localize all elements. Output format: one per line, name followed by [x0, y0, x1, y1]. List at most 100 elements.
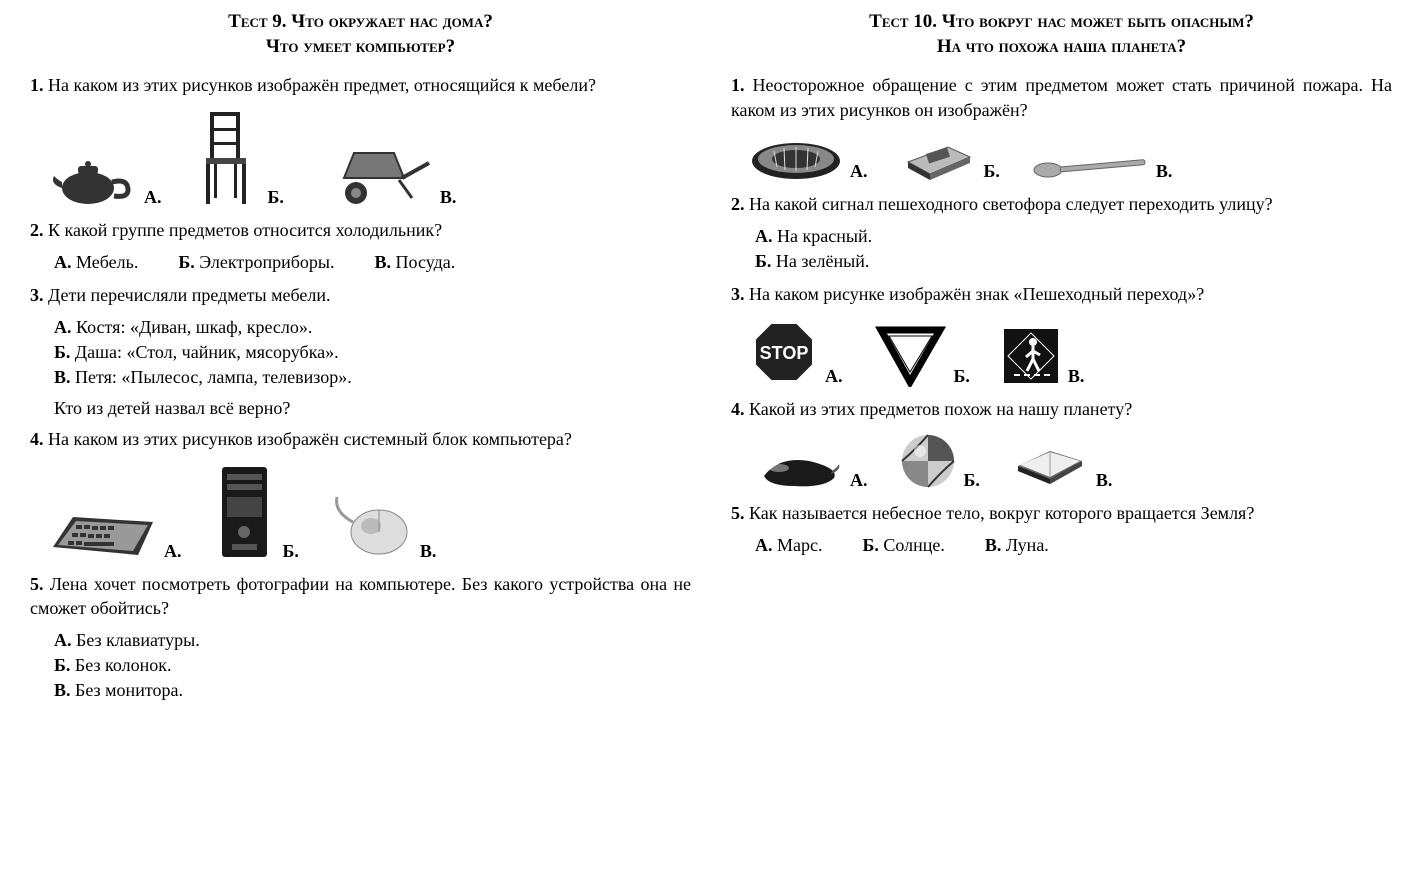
test10-title: Тест 10. Что вокруг нас может быть опасн… [731, 10, 1392, 59]
matchbox-icon [898, 132, 978, 182]
q2-options: А. Мебель. Б. Электроприборы. В. Посуда. [54, 252, 691, 273]
q4-options: А. Б. [749, 431, 1392, 491]
opt-b: Б. Даша: «Стол, чайник, мясорубка». [54, 342, 691, 363]
opt-b: Б. Электроприборы. [178, 252, 334, 273]
q-num: 3. [30, 285, 44, 305]
q5-options: А. Марс. Б. Солнце. В. Луна. [755, 535, 1392, 556]
opt-b: Б. Солнце. [862, 535, 944, 556]
opt-c: В. Посуда. [375, 252, 456, 273]
opt-c: В. Петя: «Пылесос, лампа, телевизор». [54, 367, 691, 388]
q-text: На каком из этих рисунков изображён пред… [48, 75, 596, 95]
yield-sign-icon [873, 322, 948, 387]
q-num: 2. [731, 194, 745, 214]
opt-c: В. [1030, 152, 1173, 182]
q3: 3. Дети перечисляли предметы мебели. [30, 283, 691, 307]
opt-a: А. На красный. [755, 226, 1392, 247]
wheelbarrow-icon [314, 138, 434, 208]
q-num: 4. [731, 399, 745, 419]
opt-letter: В. [1068, 366, 1085, 387]
opt-c: В. [329, 492, 437, 562]
q3: 3. На каком рисунке изображён знак «Пеше… [731, 282, 1392, 306]
opt-a: А. [749, 446, 868, 491]
q4: 4. Какой из этих предметов похож на нашу… [731, 397, 1392, 421]
opt-b: Б. [898, 431, 980, 491]
q1: 1. Неосторожное обращение с этим предмет… [731, 73, 1392, 122]
keyboard-icon [48, 507, 158, 562]
right-column: Тест 10. Что вокруг нас может быть опасн… [731, 10, 1392, 866]
title-line2: Что умеет компьютер? [30, 35, 691, 60]
pedestrian-sign-icon [1000, 325, 1062, 387]
q5: 5. Лена хочет посмотреть фотографии на к… [30, 572, 691, 621]
pc-tower-icon [212, 462, 277, 562]
q-num: 1. [731, 75, 745, 95]
q-num: 2. [30, 220, 44, 240]
opt-c: В. Луна. [985, 535, 1049, 556]
ball-icon [898, 431, 958, 491]
spoon-icon [1030, 152, 1150, 182]
opt-a: А. [749, 137, 868, 182]
q-num: 4. [30, 429, 44, 449]
q5-options: А. Без клавиатуры. Б. Без колонок. В. Бе… [54, 630, 691, 701]
q-text: Какой из этих предметов похож на нашу пл… [749, 399, 1132, 419]
svg-text:STOP: STOP [760, 343, 809, 363]
opt-letter: Б. [268, 187, 284, 208]
test9-title: Тест 9. Что окружает нас дома? Что умеет… [30, 10, 691, 59]
opt-b: Б. [873, 322, 970, 387]
opt-b: Б. [898, 132, 1000, 182]
q3-options: STOP А. Б. [749, 317, 1392, 387]
q1-options: А. Б. В. [749, 132, 1392, 182]
q2: 2. На какой сигнал пешеходного светофора… [731, 192, 1392, 216]
q5: 5. Как называется небесное тело, вокруг … [731, 501, 1392, 525]
q2: 2. К какой группе предметов относится хо… [30, 218, 691, 242]
opt-a: А. Без клавиатуры. [54, 630, 691, 651]
q3-tail: Кто из детей назвал всё верно? [54, 398, 691, 419]
q-text: На какой сигнал пешеходного светофора сл… [749, 194, 1273, 214]
opt-c: В. [1010, 436, 1113, 491]
eggplant-icon [749, 446, 844, 491]
opt-b: Б. [212, 462, 299, 562]
q-text: На каком из этих рисунков изображён сист… [48, 429, 572, 449]
title-line1: Тест 9. Что окружает нас дома? [30, 10, 691, 35]
opt-letter: А. [144, 187, 162, 208]
q2-options: А. На красный. Б. На зелёный. [755, 226, 1392, 272]
opt-letter: Б. [984, 161, 1000, 182]
opt-letter: В. [1096, 470, 1113, 491]
opt-letter: В. [1156, 161, 1173, 182]
opt-letter: А. [164, 541, 182, 562]
chair-icon [192, 108, 262, 208]
q-num: 3. [731, 284, 745, 304]
opt-b: Б. На зелёный. [755, 251, 1392, 272]
q-text: Дети перечисляли предметы мебели. [48, 285, 331, 305]
q-text: К какой группе предметов относится холод… [48, 220, 442, 240]
stop-sign-icon: STOP [749, 317, 819, 387]
opt-a: А. [48, 507, 182, 562]
q-text: Лена хочет посмотреть фотографии на комп… [30, 574, 691, 618]
q-text: На каком рисунке изображён знак «Пешеход… [749, 284, 1204, 304]
opt-letter: А. [850, 470, 868, 491]
opt-b: Б. Без колонок. [54, 655, 691, 676]
q1: 1. На каком из этих рисунков изображён п… [30, 73, 691, 97]
q-num: 5. [731, 503, 745, 523]
q-num: 5. [30, 574, 44, 594]
opt-letter: Б. [283, 541, 299, 562]
opt-b: Б. [192, 108, 284, 208]
q4-options: А. Б. [48, 462, 691, 562]
opt-c: В. [314, 138, 457, 208]
opt-letter: Б. [964, 470, 980, 491]
opt-a: А. Костя: «Диван, шкаф, кресло». [54, 317, 691, 338]
opt-c: В. Без монитора. [54, 680, 691, 701]
left-column: Тест 9. Что окружает нас дома? Что умеет… [30, 10, 691, 866]
opt-a: А. Марс. [755, 535, 822, 556]
opt-letter: А. [825, 366, 843, 387]
q1-options: А. Б. [48, 108, 691, 208]
title-line2: На что похожа наша планета? [731, 35, 1392, 60]
title-line1: Тест 10. Что вокруг нас может быть опасн… [731, 10, 1392, 35]
book-icon [1010, 436, 1090, 491]
opt-letter: А. [850, 161, 868, 182]
q-text: Как называется небесное тело, вокруг кот… [749, 503, 1254, 523]
opt-letter: В. [440, 187, 457, 208]
opt-a: А. [48, 148, 162, 208]
opt-letter: В. [420, 541, 437, 562]
teapot-icon [48, 148, 138, 208]
q-num: 1. [30, 75, 44, 95]
